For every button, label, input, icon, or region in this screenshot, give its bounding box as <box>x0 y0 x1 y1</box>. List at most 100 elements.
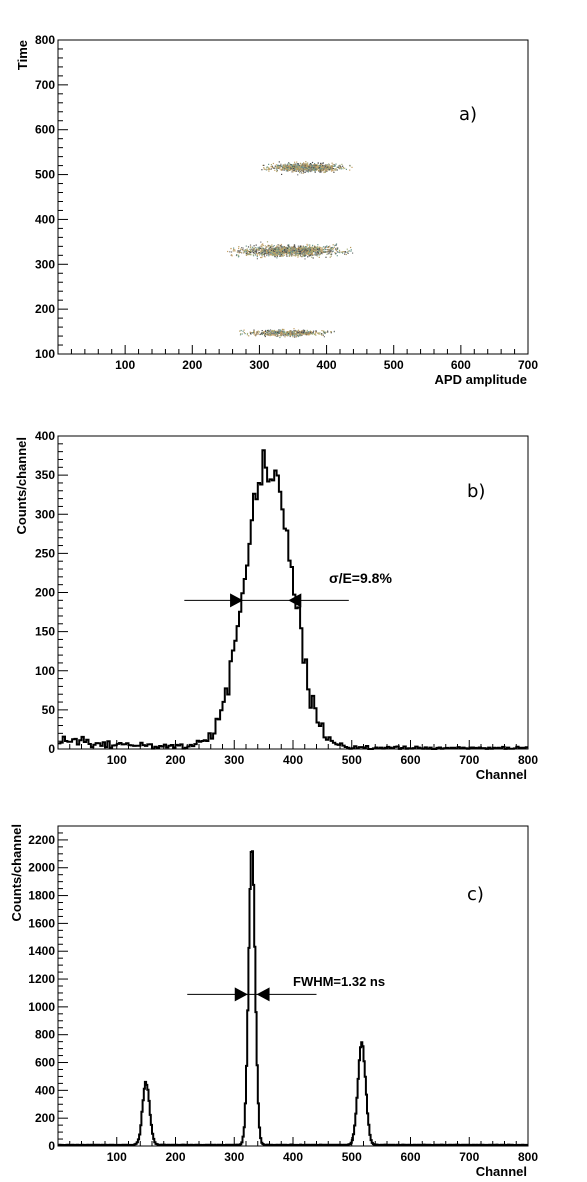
scatter-point <box>321 169 323 171</box>
scatter-point <box>319 165 321 167</box>
scatter-point <box>271 250 273 252</box>
scatter-point <box>243 252 245 254</box>
scatter-point <box>270 254 272 256</box>
scatter-point <box>253 255 255 257</box>
scatter-point <box>323 332 325 334</box>
scatter-point <box>321 164 323 166</box>
scatter-point <box>291 166 293 168</box>
scatter-point <box>315 248 318 250</box>
scatter-point <box>277 246 279 248</box>
scatter-point <box>284 251 286 253</box>
scatter-point <box>237 254 239 256</box>
scatter-point <box>289 333 291 335</box>
scatter-point <box>316 251 318 253</box>
scatter-point <box>317 162 319 164</box>
scatter-point <box>302 166 304 168</box>
scatter-point <box>255 335 257 337</box>
scatter-point <box>320 171 323 173</box>
scatter-point <box>281 328 284 330</box>
scatter-point <box>321 253 323 255</box>
scatter-point <box>289 168 291 170</box>
scatter-point <box>286 332 288 334</box>
scatter-point <box>293 168 295 170</box>
scatter-point <box>317 252 319 254</box>
scatter-point <box>300 172 302 174</box>
scatter-point <box>313 169 315 171</box>
scatter-point <box>268 334 270 336</box>
scatter-point <box>301 333 303 335</box>
scatter-point <box>280 243 282 246</box>
scatter-point <box>279 329 281 331</box>
scatter-point <box>326 251 328 253</box>
scatter-point <box>245 251 247 253</box>
scatter-point <box>341 163 343 165</box>
scatter-point <box>266 241 269 243</box>
scatter-point <box>297 253 299 255</box>
scatter-point <box>254 250 256 252</box>
scatter-point <box>300 330 303 332</box>
scatter-point <box>291 164 293 166</box>
scatter-point <box>273 254 275 256</box>
scatter-point <box>294 170 296 172</box>
x-tick-label: 100 <box>107 753 127 767</box>
scatter-point <box>261 255 263 257</box>
scatter-point <box>261 248 263 250</box>
scatter-point <box>288 167 290 169</box>
scatter-point <box>240 251 242 253</box>
scatter-point <box>309 251 311 253</box>
scatter-point <box>296 331 298 333</box>
scatter-point <box>313 249 316 251</box>
scatter-point <box>280 252 282 254</box>
scatter-point <box>309 165 311 167</box>
scatter-point <box>301 245 303 247</box>
scatter-point <box>282 253 285 255</box>
scatter-point <box>278 167 280 169</box>
scatter-point <box>275 167 277 169</box>
y-tick-label: 300 <box>35 507 55 521</box>
scatter-point <box>299 246 301 248</box>
scatter-point <box>294 245 296 247</box>
scatter-point <box>254 247 256 249</box>
scatter-point <box>313 254 315 256</box>
scatter-point <box>330 247 332 249</box>
scatter-point <box>297 329 300 331</box>
scatter-point <box>303 249 306 251</box>
scatter-point <box>322 246 325 248</box>
y-tick-label: 50 <box>42 703 56 717</box>
scatter-point <box>311 249 313 251</box>
scatter-point <box>258 249 260 251</box>
scatter-point <box>268 252 270 254</box>
panel-c-x-axis-title: Channel <box>476 1164 527 1179</box>
scatter-point <box>239 334 242 336</box>
scatter-point <box>293 166 295 168</box>
scatter-point <box>311 246 313 248</box>
scatter-point <box>330 332 332 334</box>
scatter-point <box>307 254 309 256</box>
scatter-point <box>325 256 327 258</box>
scatter-point <box>250 250 252 252</box>
scatter-point <box>296 166 298 168</box>
scatter-point <box>270 248 272 250</box>
scatter-point <box>264 335 266 338</box>
scatter-point <box>258 248 260 250</box>
scatter-point <box>274 335 276 337</box>
scatter-point <box>287 251 289 253</box>
scatter-point <box>289 165 291 167</box>
scatter-point <box>271 247 273 249</box>
scatter-point <box>297 168 299 170</box>
scatter-point <box>318 253 320 255</box>
scatter-point <box>293 332 295 334</box>
scatter-point <box>310 251 312 253</box>
scatter-point <box>303 253 305 255</box>
scatter-point <box>284 164 286 166</box>
scatter-point <box>313 168 315 170</box>
scatter-point <box>274 165 276 167</box>
scatter-point <box>335 244 337 246</box>
scatter-point <box>293 252 295 254</box>
scatter-point <box>239 250 241 252</box>
scatter-point <box>278 250 280 252</box>
scatter-point <box>336 169 338 171</box>
scatter-point <box>262 164 264 166</box>
scatter-point <box>299 245 301 248</box>
scatter-point <box>335 168 337 170</box>
